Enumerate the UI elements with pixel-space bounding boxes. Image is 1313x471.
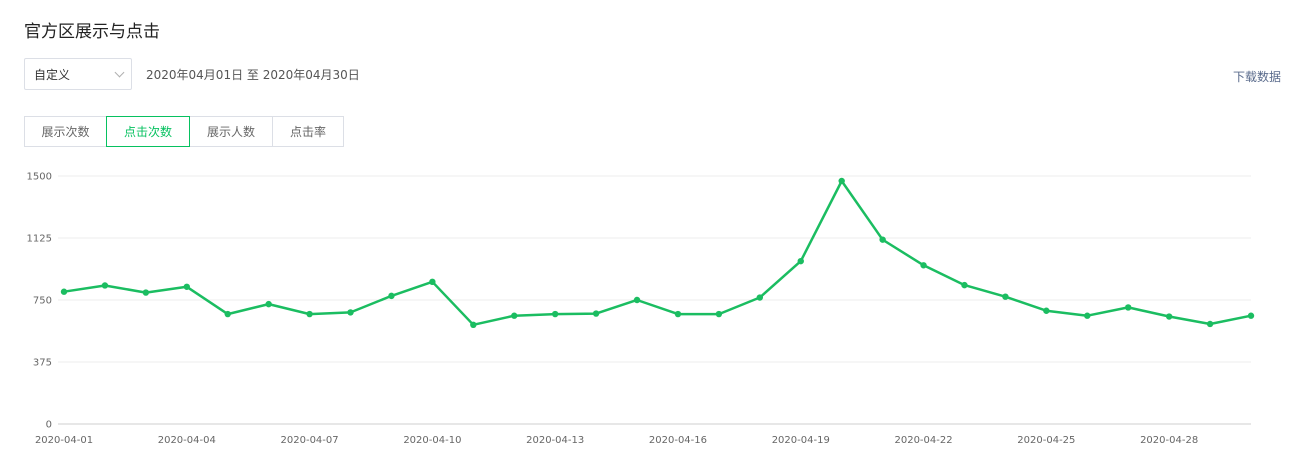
data-point — [756, 294, 764, 301]
x-tick-label: 2020-04-07 — [281, 435, 339, 446]
data-point — [265, 300, 272, 308]
date-range-text: 2020年04月01日 至 2020年04月30日 — [146, 68, 360, 82]
x-tick-label: 2020-04-28 — [1140, 435, 1198, 446]
data-point — [511, 312, 518, 319]
x-tick-label: 2020-04-10 — [403, 435, 461, 446]
data-point — [674, 310, 682, 318]
data-point — [1002, 293, 1009, 300]
date-range-select[interactable]: 自定义 — [24, 58, 132, 90]
metric-tabs: 展示次数 点击次数 展示人数 点击率 — [24, 116, 344, 147]
x-tick-label: 2020-04-22 — [894, 435, 952, 446]
data-point — [60, 288, 68, 295]
data-point — [592, 310, 600, 317]
tab-click-rate[interactable]: 点击率 — [272, 116, 344, 147]
data-point — [1206, 320, 1214, 328]
clicks-line-chart: 0 375 750 1125 1500 2020-04-01 2020-04-04 2020-… — [27, 172, 1255, 446]
data-point — [224, 310, 231, 318]
y-tick-label: 750 — [33, 296, 52, 307]
x-tick-label: 2020-04-13 — [526, 435, 584, 446]
x-tick-label: 2020-04-04 — [158, 435, 216, 446]
series-line — [63, 179, 1252, 327]
data-point — [101, 282, 109, 289]
download-data-link[interactable]: 下载数据 — [1232, 70, 1281, 84]
data-point — [347, 309, 354, 316]
y-tick-label: 375 — [33, 358, 52, 369]
date-range-select-value: 自定义 — [34, 67, 71, 82]
data-point — [551, 310, 559, 318]
x-tick-label: 2020-04-16 — [649, 435, 707, 446]
tab-unique-viewers[interactable]: 展示人数 — [189, 116, 273, 147]
x-tick-label: 2020-04-01 — [35, 435, 93, 446]
data-point — [715, 310, 723, 318]
data-point — [838, 177, 845, 185]
data-point — [1165, 313, 1173, 320]
chevron-down-icon — [114, 67, 125, 78]
data-point — [797, 257, 804, 265]
data-point — [920, 262, 927, 269]
y-tick-label: 0 — [46, 420, 52, 431]
y-tick-label: 1500 — [27, 172, 52, 183]
x-tick-label: 2020-04-19 — [772, 435, 830, 446]
data-point — [879, 236, 886, 243]
data-point — [1084, 312, 1091, 319]
data-point — [1043, 307, 1050, 314]
data-point — [470, 321, 477, 328]
tab-impressions[interactable]: 展示次数 — [24, 116, 107, 147]
data-point — [306, 310, 313, 318]
y-tick-label: 1125 — [27, 234, 52, 245]
data-point — [961, 281, 968, 289]
data-point — [183, 283, 190, 290]
tab-clicks[interactable]: 点击次数 — [106, 116, 190, 147]
data-point — [633, 296, 641, 304]
data-point — [388, 292, 395, 300]
data-point — [142, 289, 150, 296]
data-point — [1125, 304, 1132, 311]
x-tick-label: 2020-04-25 — [1017, 435, 1075, 446]
page-title: 官方区展示与点击 — [24, 22, 160, 42]
data-point — [429, 278, 436, 286]
data-point — [1247, 312, 1255, 319]
